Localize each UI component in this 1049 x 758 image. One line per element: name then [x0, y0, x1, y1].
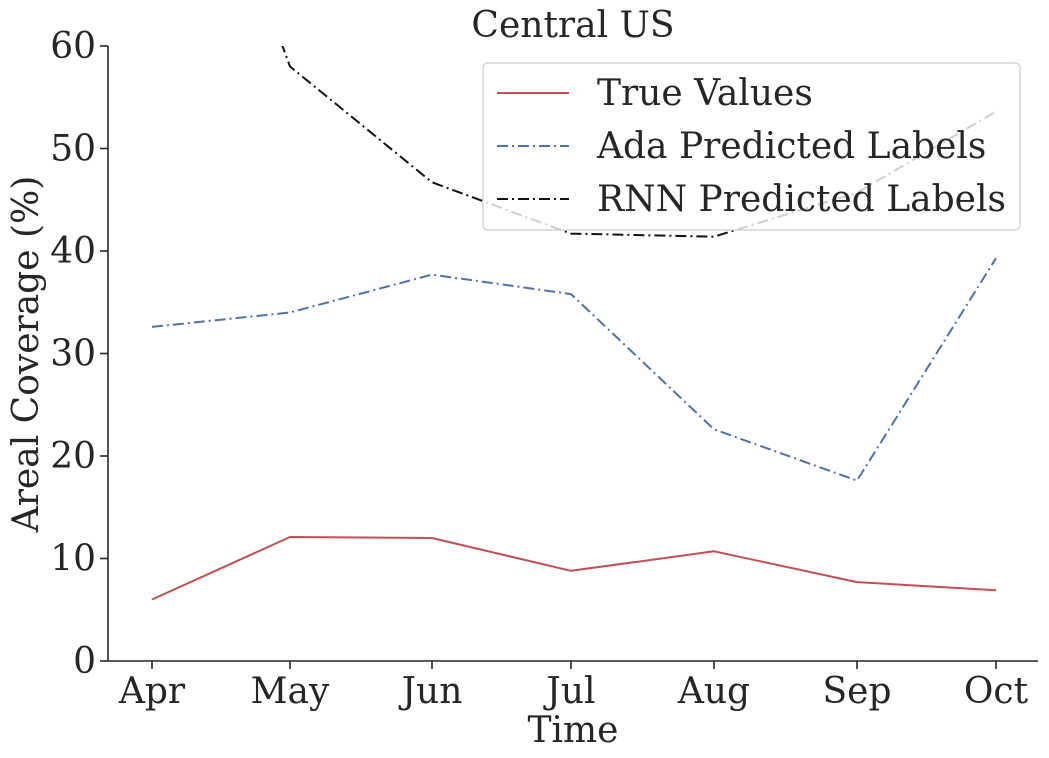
series-line-true-values	[151, 536, 997, 601]
y-tick-label: 0	[73, 641, 96, 682]
x-axis-label: Time	[528, 710, 619, 751]
y-tick-label: 10	[50, 539, 96, 580]
x-tick-label: Apr	[118, 671, 186, 712]
chart-title: Central US	[471, 5, 674, 46]
y-tick-label: 40	[50, 231, 96, 272]
x-tick-label: Jul	[542, 671, 595, 712]
x-tick-label: Oct	[964, 671, 1029, 712]
y-tick-label: 60	[50, 26, 96, 67]
y-tick-label: 20	[50, 436, 96, 477]
legend: True Values Ada Predicted Labels RNN Predi…	[482, 62, 1021, 231]
series-line-ada-predicted-labels	[151, 257, 997, 482]
legend-label: Ada Predicted Labels	[596, 126, 986, 167]
x-tick-label: Sep	[822, 671, 891, 712]
legend-label: RNN Predicted Labels	[597, 179, 1006, 220]
series-line-rnn-predicted-labels	[281, 46, 997, 238]
y-axis-label: Areal Coverage (%)	[6, 176, 47, 534]
legend-label: True Values	[597, 73, 813, 114]
y-tick-label: 30	[50, 334, 96, 375]
y-tick-label: 50	[50, 129, 96, 170]
x-tick-label: May	[251, 671, 330, 712]
legend-frame	[482, 62, 1021, 231]
x-tick-label: Jun	[398, 671, 463, 712]
x-tick-label: Aug	[677, 671, 750, 712]
